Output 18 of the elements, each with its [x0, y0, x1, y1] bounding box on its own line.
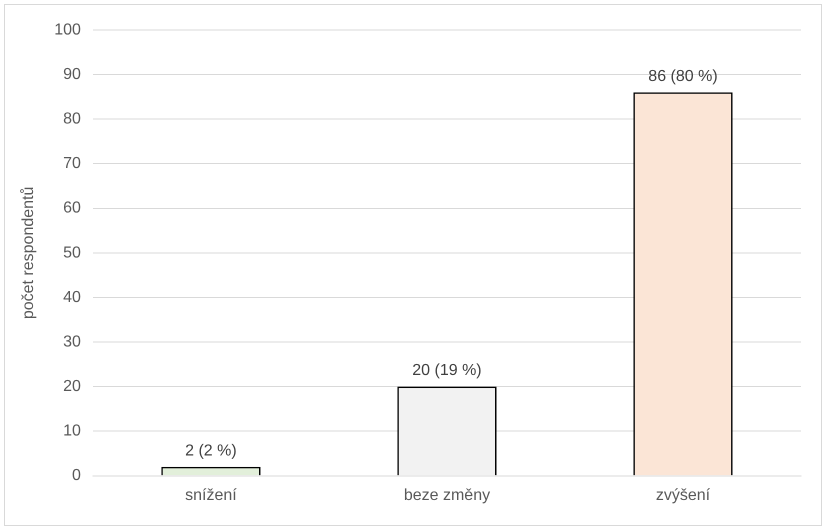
data-label: 20 (19 %) [412, 362, 482, 380]
y-tick-label: 40 [63, 288, 81, 306]
y-tick-label: 60 [63, 200, 81, 217]
y-tick-label: 100 [54, 21, 81, 38]
y-tick-label: 50 [63, 244, 81, 262]
y-tick-label: 10 [63, 422, 81, 440]
data-label: 86 (80 %) [648, 68, 718, 85]
y-tick-label: 20 [63, 378, 81, 396]
x-tick-label: zvýšení [656, 486, 711, 504]
y-tick-label: 70 [63, 155, 81, 172]
y-tick-label: 90 [63, 66, 81, 83]
x-tick-label: beze změny [404, 486, 490, 504]
x-tick-label: snížení [185, 486, 238, 504]
y-tick-label: 0 [72, 467, 81, 484]
data-label: 2 (2 %) [185, 442, 237, 460]
y-axis-title: počet respondentů [20, 186, 38, 320]
y-tick-label: 30 [63, 333, 81, 350]
y-tick-label: 80 [63, 110, 81, 128]
